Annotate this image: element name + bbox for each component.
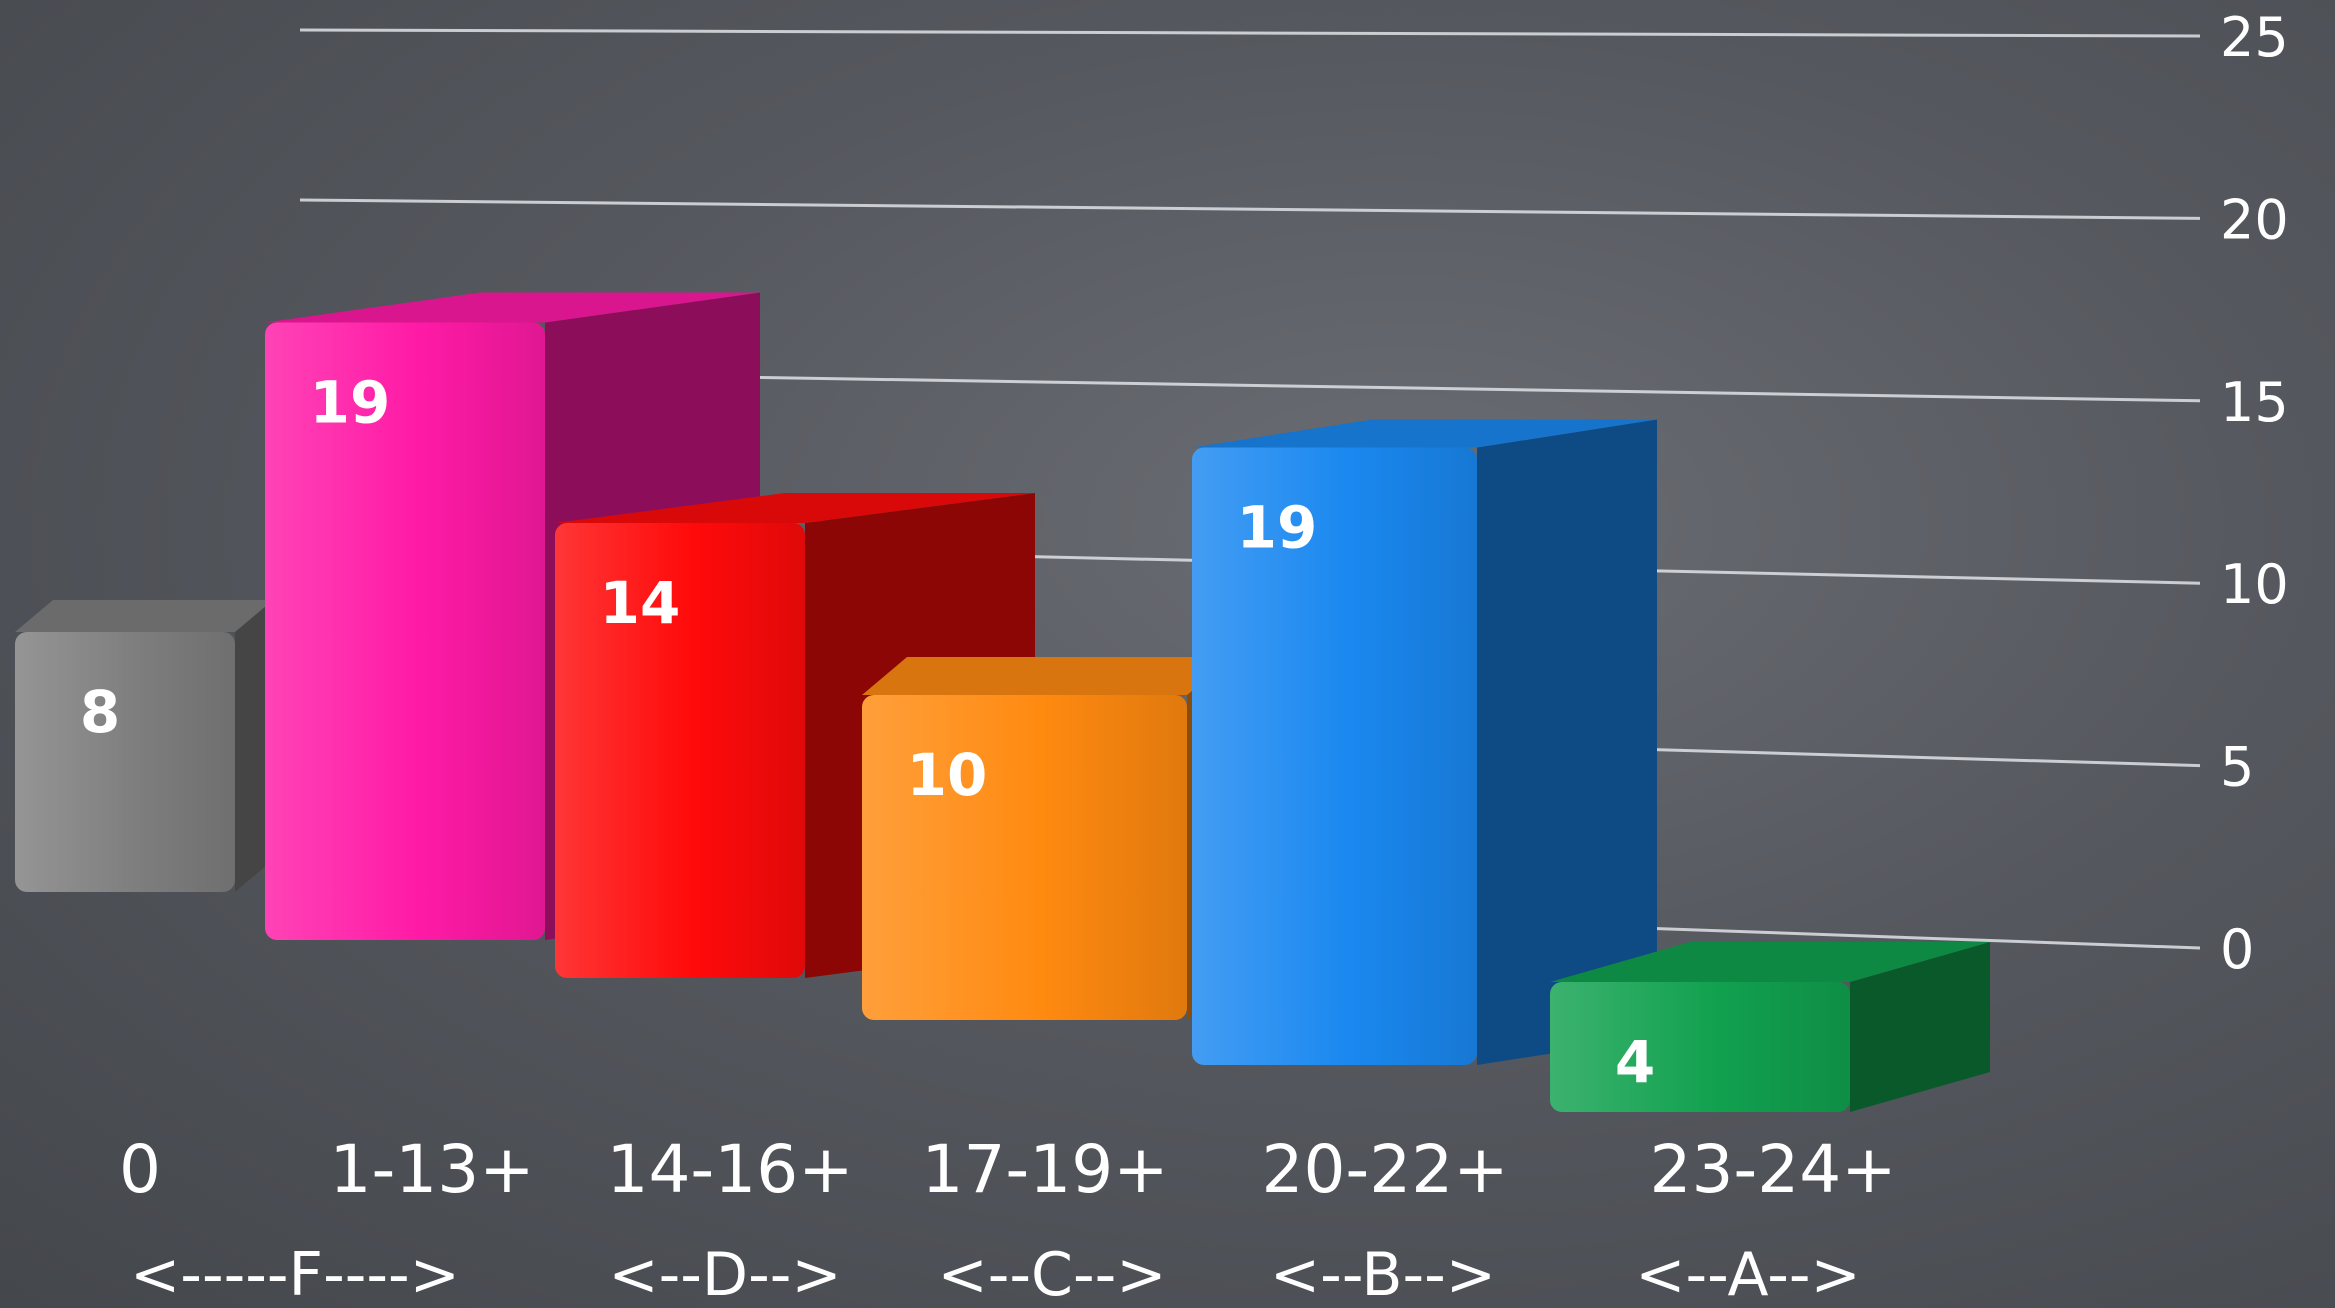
x-tick-label-17-19+: 17-19+ — [921, 1131, 1168, 1208]
grade-range-label-4: <--B--> — [1270, 1240, 1496, 1308]
bar-17-19+: 10 — [862, 657, 1232, 1020]
bar-value-label-17-19+: 10 — [907, 741, 988, 809]
x-tick-label-1-13+: 1-13+ — [329, 1131, 534, 1208]
bar-front-14-16+ — [555, 523, 805, 978]
bar-front-1-13+ — [265, 322, 545, 940]
y-tick-label-15: 15 — [2220, 371, 2289, 434]
bar-top-23-24+ — [1550, 942, 1990, 982]
y-axis-ticks: 0 5 10 15 20 25 — [2220, 6, 2289, 981]
bar-value-label-14-16+: 14 — [600, 569, 681, 637]
bar-value-label-0: 8 — [80, 678, 120, 746]
bar-top-17-19+ — [862, 657, 1232, 695]
bar-side-23-24+ — [1850, 942, 1990, 1112]
gridline-20 — [299, 198, 2201, 220]
grade-range-label-1: <-----F----> — [130, 1240, 460, 1308]
y-tick-label-10: 10 — [2220, 553, 2289, 616]
bars: 8 19 14 10 19 4 — [15, 292, 1990, 1112]
bar-top-20-22+ — [1192, 419, 1657, 448]
bar-value-label-23-24+: 4 — [1615, 1028, 1655, 1096]
x-tick-label-20-22+: 20-22+ — [1261, 1131, 1508, 1208]
bar-front-17-19+ — [862, 695, 1187, 1020]
y-tick-label-5: 5 — [2220, 736, 2254, 799]
x-tick-label-23-24+: 23-24+ — [1649, 1131, 1896, 1208]
bar-23-24+: 4 — [1550, 942, 1990, 1112]
x-tick-label-14-16+: 14-16+ — [606, 1131, 853, 1208]
bar-top-1-13+ — [265, 292, 760, 323]
bar-20-22+: 19 — [1192, 419, 1657, 1065]
bar-top-0 — [15, 600, 273, 632]
grade-range-label-3: <--C--> — [937, 1240, 1166, 1308]
y-tick-label-0: 0 — [2220, 918, 2254, 981]
bar-front-0 — [15, 632, 235, 892]
bar-side-20-22+ — [1477, 419, 1657, 1065]
bar-value-label-1-13+: 19 — [310, 369, 391, 437]
bar-front-23-24+ — [1550, 982, 1850, 1112]
x-tick-label-0: 0 — [119, 1131, 161, 1208]
bar-front-20-22+ — [1192, 447, 1477, 1065]
bar-value-label-20-22+: 19 — [1237, 494, 1318, 562]
bar-side-0 — [235, 600, 273, 892]
bar-top-14-16+ — [555, 493, 1035, 523]
grade-range-labels: <-----F----> <--D--> <--C--> <--B--> <--A--> — [130, 1240, 1861, 1308]
grade-range-label-5: <--A--> — [1635, 1240, 1861, 1308]
bar-0: 8 — [15, 600, 273, 892]
y-tick-label-25: 25 — [2220, 6, 2289, 69]
x-axis-categories: 0 1-13+ 14-16+ 17-19+ 20-22+ 23-24+ — [119, 1131, 1897, 1208]
grade-range-label-2: <--D--> — [608, 1240, 841, 1308]
y-tick-label-20: 20 — [2220, 188, 2289, 251]
gridline-25 — [299, 28, 2201, 38]
